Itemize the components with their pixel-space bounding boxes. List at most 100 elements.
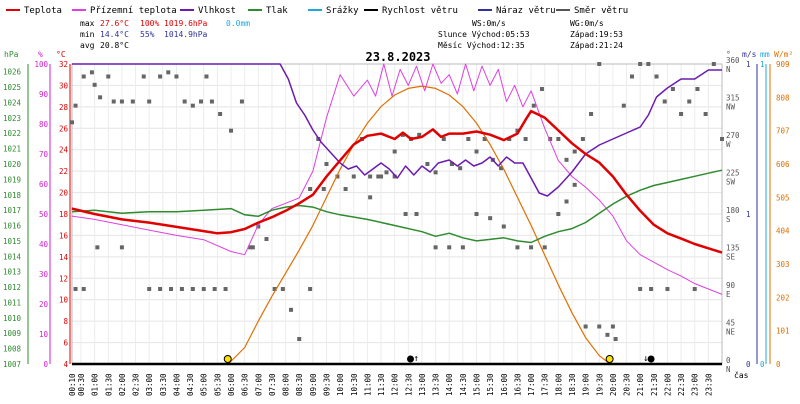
wind-dir-point (564, 199, 569, 204)
hum-tick-label: 60 (39, 180, 49, 189)
wind-dir-point (218, 112, 223, 116)
wind-dir-point (223, 287, 228, 291)
press-tick-label: 1015 (3, 237, 21, 246)
press-tick-label: 1013 (3, 268, 21, 277)
wind-dir-point (679, 112, 684, 116)
press-tick-label: 1012 (3, 283, 21, 292)
wind-dir-point (542, 245, 547, 250)
wind-dir-point (119, 245, 124, 250)
x-tick-label: 19:00 (582, 373, 591, 396)
wind-dir-point (720, 137, 724, 141)
wind-dir-point (81, 287, 86, 291)
wind-dir-point (425, 162, 430, 166)
x-tick-label: 11:00 (363, 373, 372, 396)
wind-dir-point (654, 74, 659, 79)
solar-axis-title: W/m² (774, 50, 793, 59)
info-sunrise: Slunce Východ:05:53 (438, 30, 530, 39)
temp-tick-label: 20 (59, 189, 69, 198)
legend-label-2: Vlhkost (198, 6, 236, 16)
wind-dir-point (400, 132, 405, 137)
stat-label-max: max (80, 19, 95, 28)
press-tick-label: 1016 (3, 222, 22, 231)
wind-dir-point (321, 187, 326, 191)
stat-label-min: min (80, 30, 95, 39)
wind-dir-point (613, 337, 618, 341)
x-tick-label: 02:30 (132, 373, 141, 396)
wind-dir-point (662, 99, 667, 104)
temp-tick-label: 24 (59, 146, 69, 155)
dir-tick-label: SW (726, 178, 736, 187)
wind-dir-point (141, 74, 146, 79)
dir-tick-label: E (726, 290, 731, 299)
stat-temp-max: 27.6°C (100, 19, 129, 28)
moonset-marker (647, 355, 655, 363)
stat-hum-min: 55% (140, 30, 155, 39)
temp-tick-label: 28 (59, 103, 69, 112)
dir-tick-label: S (726, 215, 731, 224)
hum-tick-label: 50 (39, 210, 49, 219)
wind-dir-point (458, 166, 463, 171)
hum-tick-label: 10 (39, 330, 49, 339)
legend-label-5: Rychlost větru (382, 6, 458, 16)
info-moonset: Západ:21:24 (570, 41, 623, 50)
wind-dir-point (441, 137, 446, 141)
x-tick-label: 22:00 (663, 373, 672, 396)
wind-dir-point (564, 157, 569, 162)
dir-tick-deg: 225 (726, 169, 740, 178)
wind-dir-point (605, 332, 610, 337)
wind-dir-point (92, 82, 97, 87)
wind-dir-point (649, 287, 654, 291)
wind-dir-point (417, 132, 422, 137)
x-tick-label: 18:00 (554, 373, 563, 396)
dir-tick-deg: 360 (726, 56, 740, 65)
dir-tick-deg: 135 (726, 244, 740, 253)
wind-dir-point (449, 162, 454, 166)
wind-dir-point (98, 95, 103, 100)
moonrise-marker (407, 355, 415, 363)
wind-dir-point (638, 287, 643, 291)
temp-tick-label: 18 (59, 210, 69, 219)
dir-tick-label: NE (726, 328, 736, 337)
wind-dir-point (119, 99, 124, 104)
solar-tick-label: 909 (776, 60, 790, 69)
x-tick-label: 03:30 (159, 373, 168, 396)
hum-tick-label: 100 (34, 60, 48, 69)
wind-axis-title: m/s (742, 50, 757, 59)
pressure-line (71, 169, 723, 244)
solar-tick-label: 707 (776, 127, 790, 136)
hum-tick-label: 90 (39, 90, 49, 99)
x-tick-label: 00:10 (68, 373, 77, 396)
wind-dir-point (209, 99, 214, 104)
x-tick-label: 09:30 (322, 373, 331, 396)
dir-tick-deg: 90 (726, 281, 736, 290)
press-tick-label: 1022 (3, 129, 21, 138)
legend-label-6: Náraz větru (496, 6, 556, 16)
temp-tick-label: 4 (63, 360, 68, 369)
wind-dir-point (629, 74, 634, 79)
wind-dir-point (70, 120, 74, 125)
wind-dir-point (379, 174, 384, 179)
wind-dir-point (335, 174, 340, 179)
dir-tick-label: NW (726, 103, 736, 112)
dir-tick-deg: 0 (726, 356, 731, 365)
info-ws: WS:0m/s (472, 19, 506, 28)
dir-axis-title: ° (726, 50, 731, 59)
temperature-line (71, 109, 723, 254)
wind-dir-point (466, 137, 471, 141)
wind-dir-point (687, 99, 692, 104)
wind-dir-point (368, 174, 373, 179)
wind-dir-point (89, 70, 94, 75)
wind-dir-point (81, 74, 86, 79)
solar-tick-label: 101 (776, 327, 790, 336)
dir-tick-deg: 270 (726, 131, 740, 140)
x-tick-label: 04:00 (172, 373, 181, 396)
temp-axis-title: °C (56, 50, 66, 59)
press-tick-label: 1007 (3, 360, 21, 369)
info-sunset: Západ:19:53 (570, 30, 623, 39)
wind-dir-point (248, 245, 253, 250)
temp-tick-label: 16 (59, 231, 69, 240)
x-tick-label: 16:00 (500, 373, 509, 396)
wind-dir-point (308, 187, 313, 191)
press-tick-label: 1025 (3, 83, 21, 92)
